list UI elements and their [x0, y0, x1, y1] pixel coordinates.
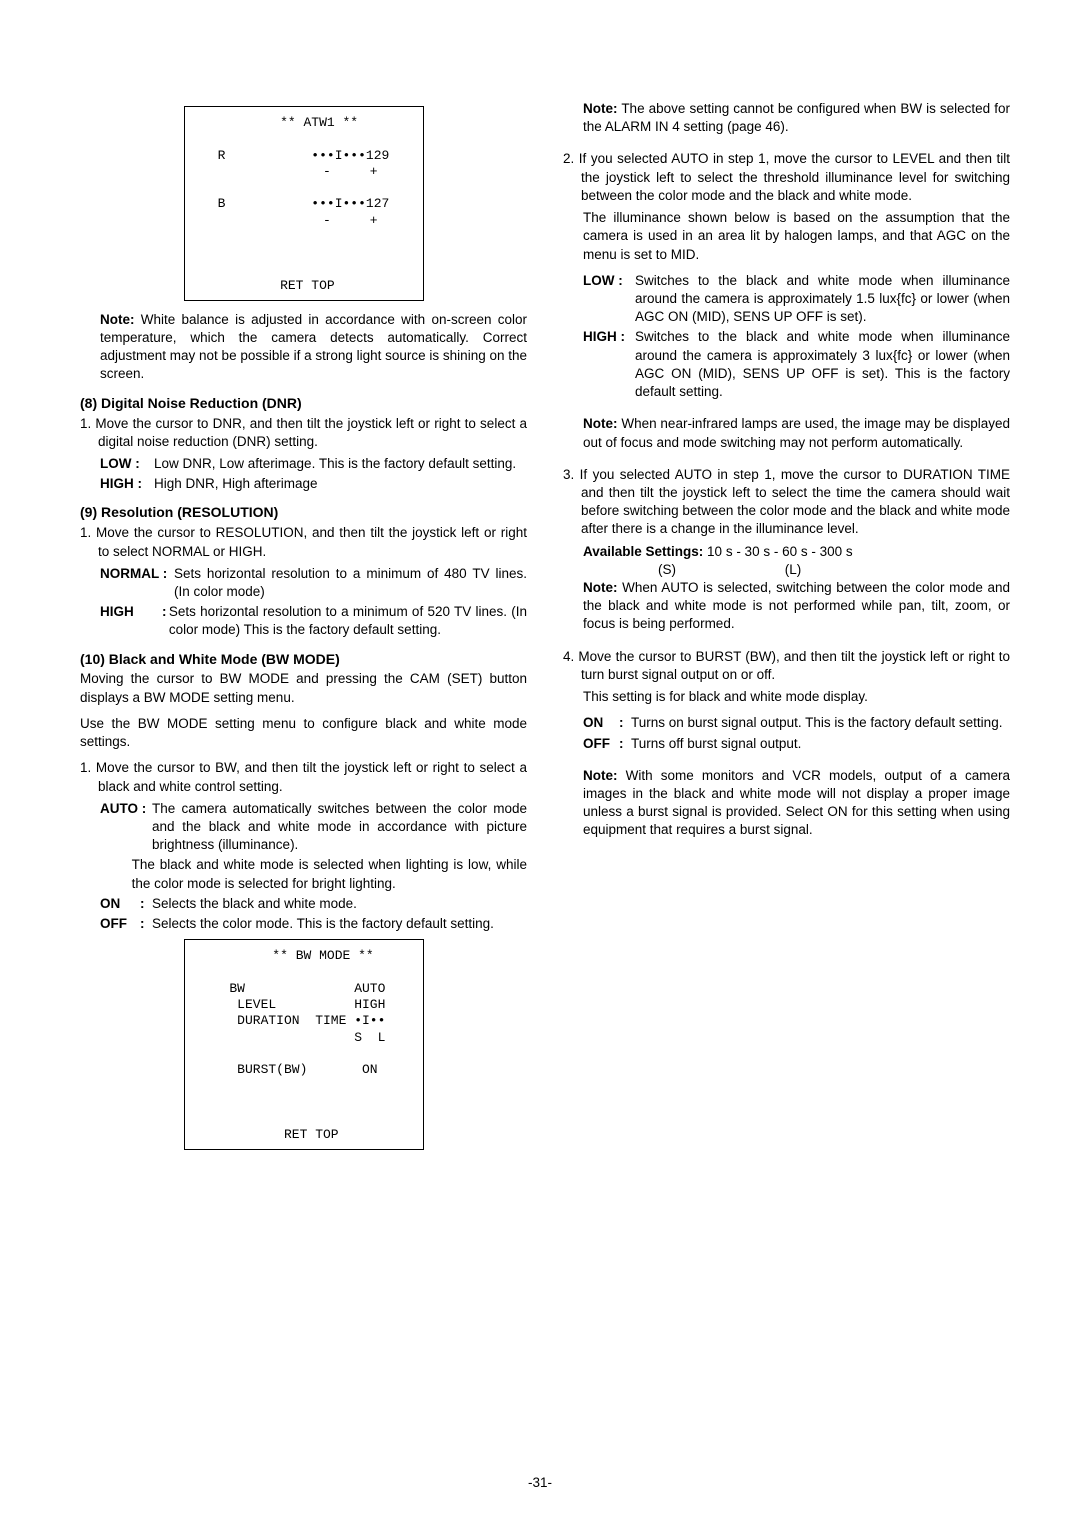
avail-sub: (S) (L): [563, 561, 1010, 579]
r-off-text: Turns off burst signal output.: [631, 735, 1010, 753]
r-low-text: Switches to the black and white mode whe…: [635, 272, 1010, 327]
avail-text: 10 s - 30 s - 60 s - 300 s: [707, 544, 853, 559]
r-on-label: ON: [583, 714, 619, 732]
high9-text: Sets horizontal resolution to a minimum …: [169, 603, 527, 639]
r-off-label: OFF: [583, 735, 619, 753]
atw1-box: ** ATW1 ** R •••I•••129 - + B •••I•••127…: [184, 106, 424, 301]
step-9-1: 1. Move the cursor to RESOLUTION, and th…: [80, 524, 527, 560]
step-2b: The illuminance shown below is based on …: [563, 209, 1010, 264]
step-4a: 4. Move the cursor to BURST (BW), and th…: [563, 648, 1010, 684]
note-top: Note: The above setting cannot be config…: [563, 100, 1010, 136]
on10-label: ON: [100, 895, 140, 913]
step-4b: This setting is for black and white mode…: [563, 688, 1010, 706]
note-mid: Note: When near-infrared lamps are used,…: [563, 415, 1010, 451]
note3-text: When AUTO is selected, switching between…: [583, 580, 1010, 631]
r-on-text: Turns on burst signal output. This is th…: [631, 714, 1010, 732]
off10-sep: :: [140, 915, 152, 933]
note-mid-text: When near-infrared lamps are used, the i…: [583, 416, 1010, 449]
auto-label: AUTO :: [100, 800, 152, 855]
auto-text1: The camera automatically switches betwee…: [152, 800, 527, 855]
normal-label: NORMAL :: [100, 565, 174, 601]
high9-sep: :: [162, 603, 169, 639]
auto-text2: The black and white mode is selected whe…: [132, 856, 527, 892]
r-on-sep: :: [619, 714, 631, 732]
on10-sep: :: [140, 895, 152, 913]
step-8-1: 1. Move the cursor to DNR, and then tilt…: [80, 415, 527, 451]
high9-label: HIGH: [100, 603, 162, 639]
high-text: High DNR, High afterimage: [154, 475, 527, 493]
off10-text: Selects the color mode. This is the fact…: [152, 915, 527, 933]
note4: Note: With some monitors and VCR models,…: [563, 767, 1010, 840]
high-label: HIGH :: [100, 475, 154, 493]
heading-8: (8) Digital Noise Reduction (DNR): [80, 394, 527, 413]
avail-label: Available Settings:: [583, 544, 703, 559]
note4-text: With some monitors and VCR models, outpu…: [583, 768, 1010, 838]
bwmode-box: ** BW MODE ** BW AUTO LEVEL HIGH DURATIO…: [184, 939, 424, 1150]
on10-text: Selects the black and white mode.: [152, 895, 527, 913]
r-low-label: LOW :: [583, 272, 635, 327]
r-high-label: HIGH :: [583, 328, 635, 401]
r-off-sep: :: [619, 735, 631, 753]
s10-b: Use the BW MODE setting menu to configur…: [80, 715, 527, 751]
off10-label: OFF: [100, 915, 140, 933]
s10-a: Moving the cursor to BW MODE and pressin…: [80, 670, 527, 706]
note-white-balance: Note: White balance is adjusted in accor…: [100, 311, 527, 384]
heading-9: (9) Resolution (RESOLUTION): [80, 503, 527, 522]
page-number: -31-: [0, 1475, 1080, 1490]
avail-settings: Available Settings: 10 s - 30 s - 60 s -…: [563, 543, 1010, 561]
r-high-text: Switches to the black and white mode whe…: [635, 328, 1010, 401]
heading-10: (10) Black and White Mode (BW MODE): [80, 650, 527, 669]
normal-text: Sets horizontal resolution to a minimum …: [174, 565, 527, 601]
step-2a: 2. If you selected AUTO in step 1, move …: [563, 150, 1010, 205]
step-3a: 3. If you selected AUTO in step 1, move …: [563, 466, 1010, 539]
low-text: Low DNR, Low afterimage. This is the fac…: [154, 455, 527, 473]
step-10-1: 1. Move the cursor to BW, and then tilt …: [80, 759, 527, 795]
low-label: LOW :: [100, 455, 154, 473]
bwmode-diagram: ** BW MODE ** BW AUTO LEVEL HIGH DURATIO…: [80, 939, 527, 1150]
note3: Note: When AUTO is selected, switching b…: [563, 579, 1010, 634]
atw1-diagram: ** ATW1 ** R •••I•••129 - + B •••I•••127…: [80, 106, 527, 301]
note-top-text: The above setting cannot be configured w…: [583, 101, 1010, 134]
note-wb-text: White balance is adjusted in accordance …: [100, 312, 527, 382]
